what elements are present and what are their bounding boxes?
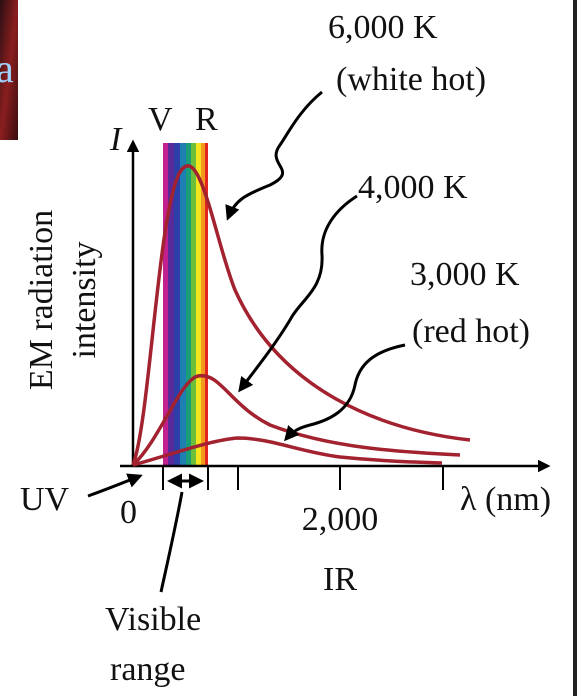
x-origin: 0 bbox=[120, 494, 137, 531]
arrow-6000k bbox=[225, 90, 323, 221]
note-3000: (red hot) bbox=[412, 313, 530, 350]
uv-label: UV bbox=[20, 481, 70, 518]
arrow-uv bbox=[87, 473, 143, 498]
note-6000: (white hot) bbox=[336, 61, 486, 98]
x-tick-label: 2,000 bbox=[302, 501, 379, 538]
y-label-1: EM radiation bbox=[23, 210, 60, 390]
y-symbol: I bbox=[109, 121, 123, 158]
visible-label-1: Visible bbox=[105, 601, 201, 638]
curve-4000k bbox=[131, 374, 461, 467]
curve-3000k bbox=[132, 436, 443, 467]
visible-label-2: range bbox=[110, 651, 186, 688]
temp-3000: 3,000 K bbox=[410, 256, 520, 293]
ir-label: IR bbox=[323, 561, 357, 598]
violet-label: V bbox=[148, 101, 173, 138]
temp-6000: 6,000 K bbox=[328, 9, 438, 46]
x-ticks bbox=[162, 466, 444, 490]
x-symbol: λ (nm) bbox=[460, 481, 551, 518]
y-label-2: intensity bbox=[66, 241, 103, 358]
visible-spectrum bbox=[163, 143, 208, 465]
corner-image bbox=[0, 0, 18, 140]
arrow-4000k bbox=[238, 194, 358, 393]
red-label: R bbox=[195, 101, 218, 138]
temp-4000: 4,000 K bbox=[358, 169, 468, 206]
arrow-3000k bbox=[284, 343, 406, 442]
line-visible bbox=[159, 491, 184, 593]
corner-fragment: a bbox=[0, 46, 14, 91]
